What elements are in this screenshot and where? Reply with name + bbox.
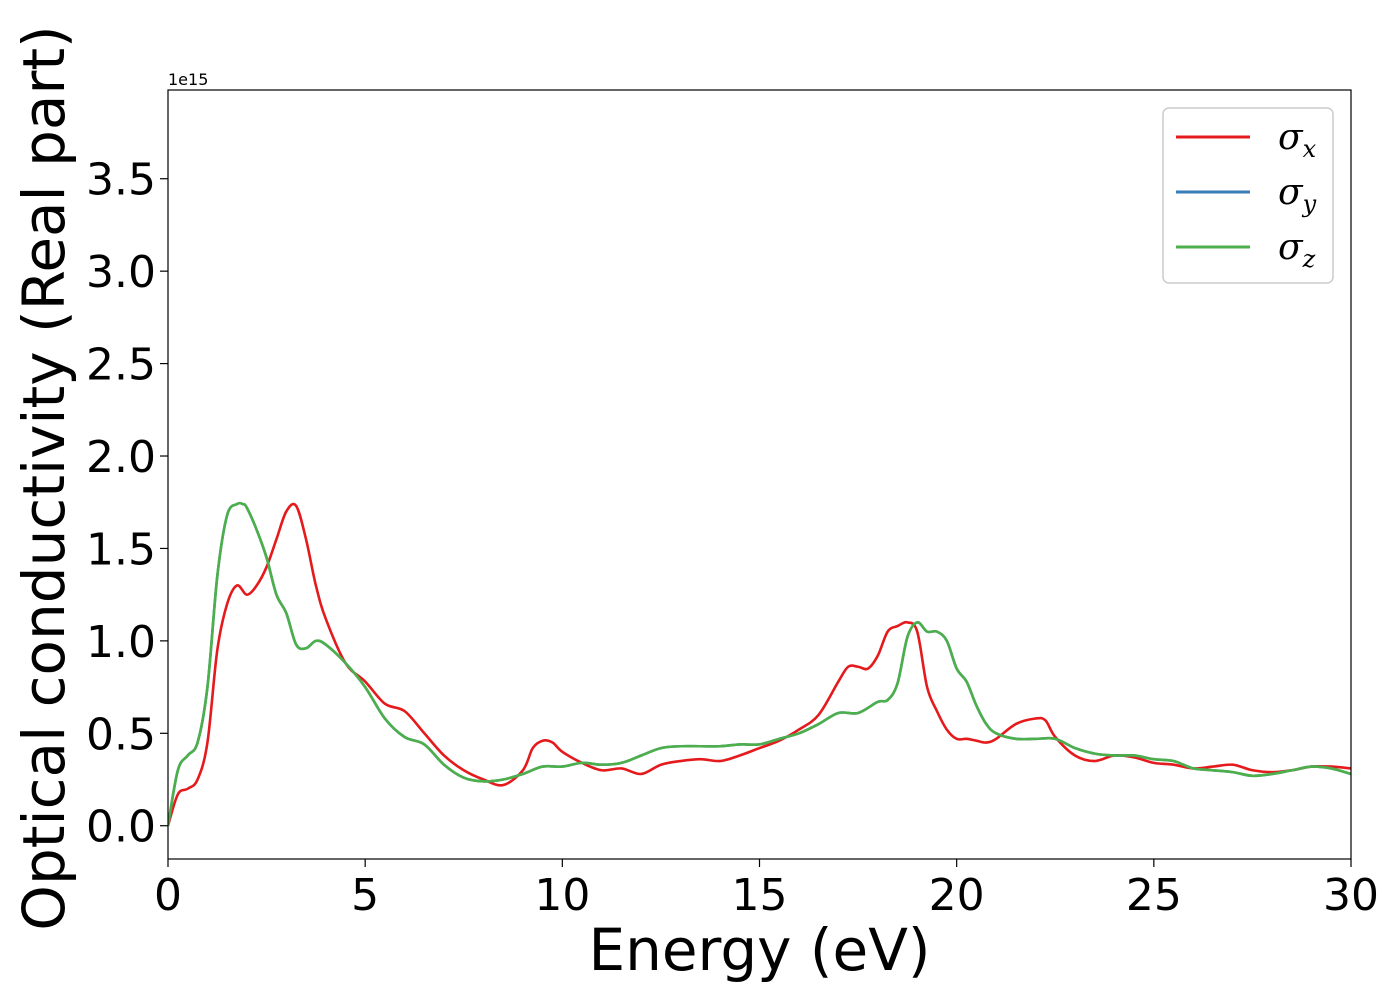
legend-box bbox=[1162, 107, 1334, 284]
plot-area bbox=[167, 89, 1352, 860]
x-axis-title: Energy (eV) bbox=[588, 916, 930, 984]
y-tick-label: 0.5 bbox=[86, 709, 156, 760]
series-line-sigma-z bbox=[168, 501, 1351, 826]
legend-label-sigma-y: σy bbox=[1278, 172, 1317, 218]
x-tick-label: 0 bbox=[154, 870, 182, 921]
legend-label-base: σ bbox=[1278, 227, 1304, 268]
series-group bbox=[168, 501, 1351, 827]
x-tick-label: 20 bbox=[929, 870, 985, 921]
legend-label-sigma-x: σx bbox=[1278, 117, 1317, 163]
y-axis-title: Optical conductivity (Real part) bbox=[10, 25, 78, 930]
legend-label-subscript: y bbox=[1302, 190, 1317, 218]
y-offset-label: 1e15 bbox=[168, 70, 208, 89]
legend-label-subscript: z bbox=[1302, 245, 1316, 273]
y-tick-label: 0.0 bbox=[86, 802, 156, 853]
series-line-sigma-x bbox=[168, 502, 1351, 827]
legend-label-base: σ bbox=[1278, 172, 1304, 213]
y-tick-label: 1.0 bbox=[86, 617, 156, 668]
y-axis: 0.0 0.5 1.0 1.5 2.0 2.5 3.0 3.5 bbox=[86, 155, 168, 853]
x-tick-label: 5 bbox=[351, 870, 379, 921]
x-tick-label: 30 bbox=[1323, 870, 1379, 921]
x-tick-label: 15 bbox=[732, 870, 788, 921]
x-tick-label: 10 bbox=[534, 870, 590, 921]
legend-label-sigma-z: σz bbox=[1278, 227, 1316, 273]
y-tick-label: 2.0 bbox=[86, 432, 156, 483]
y-tick-label: 1.5 bbox=[86, 524, 156, 575]
legend-label-subscript: x bbox=[1303, 135, 1317, 163]
y-tick-label: 3.0 bbox=[86, 247, 156, 298]
y-tick-label: 3.5 bbox=[86, 155, 156, 206]
x-axis: 0 5 10 15 20 25 30 bbox=[154, 859, 1379, 921]
y-tick-label: 2.5 bbox=[86, 340, 156, 391]
x-tick-label: 25 bbox=[1126, 870, 1182, 921]
legend-label-base: σ bbox=[1278, 117, 1304, 158]
